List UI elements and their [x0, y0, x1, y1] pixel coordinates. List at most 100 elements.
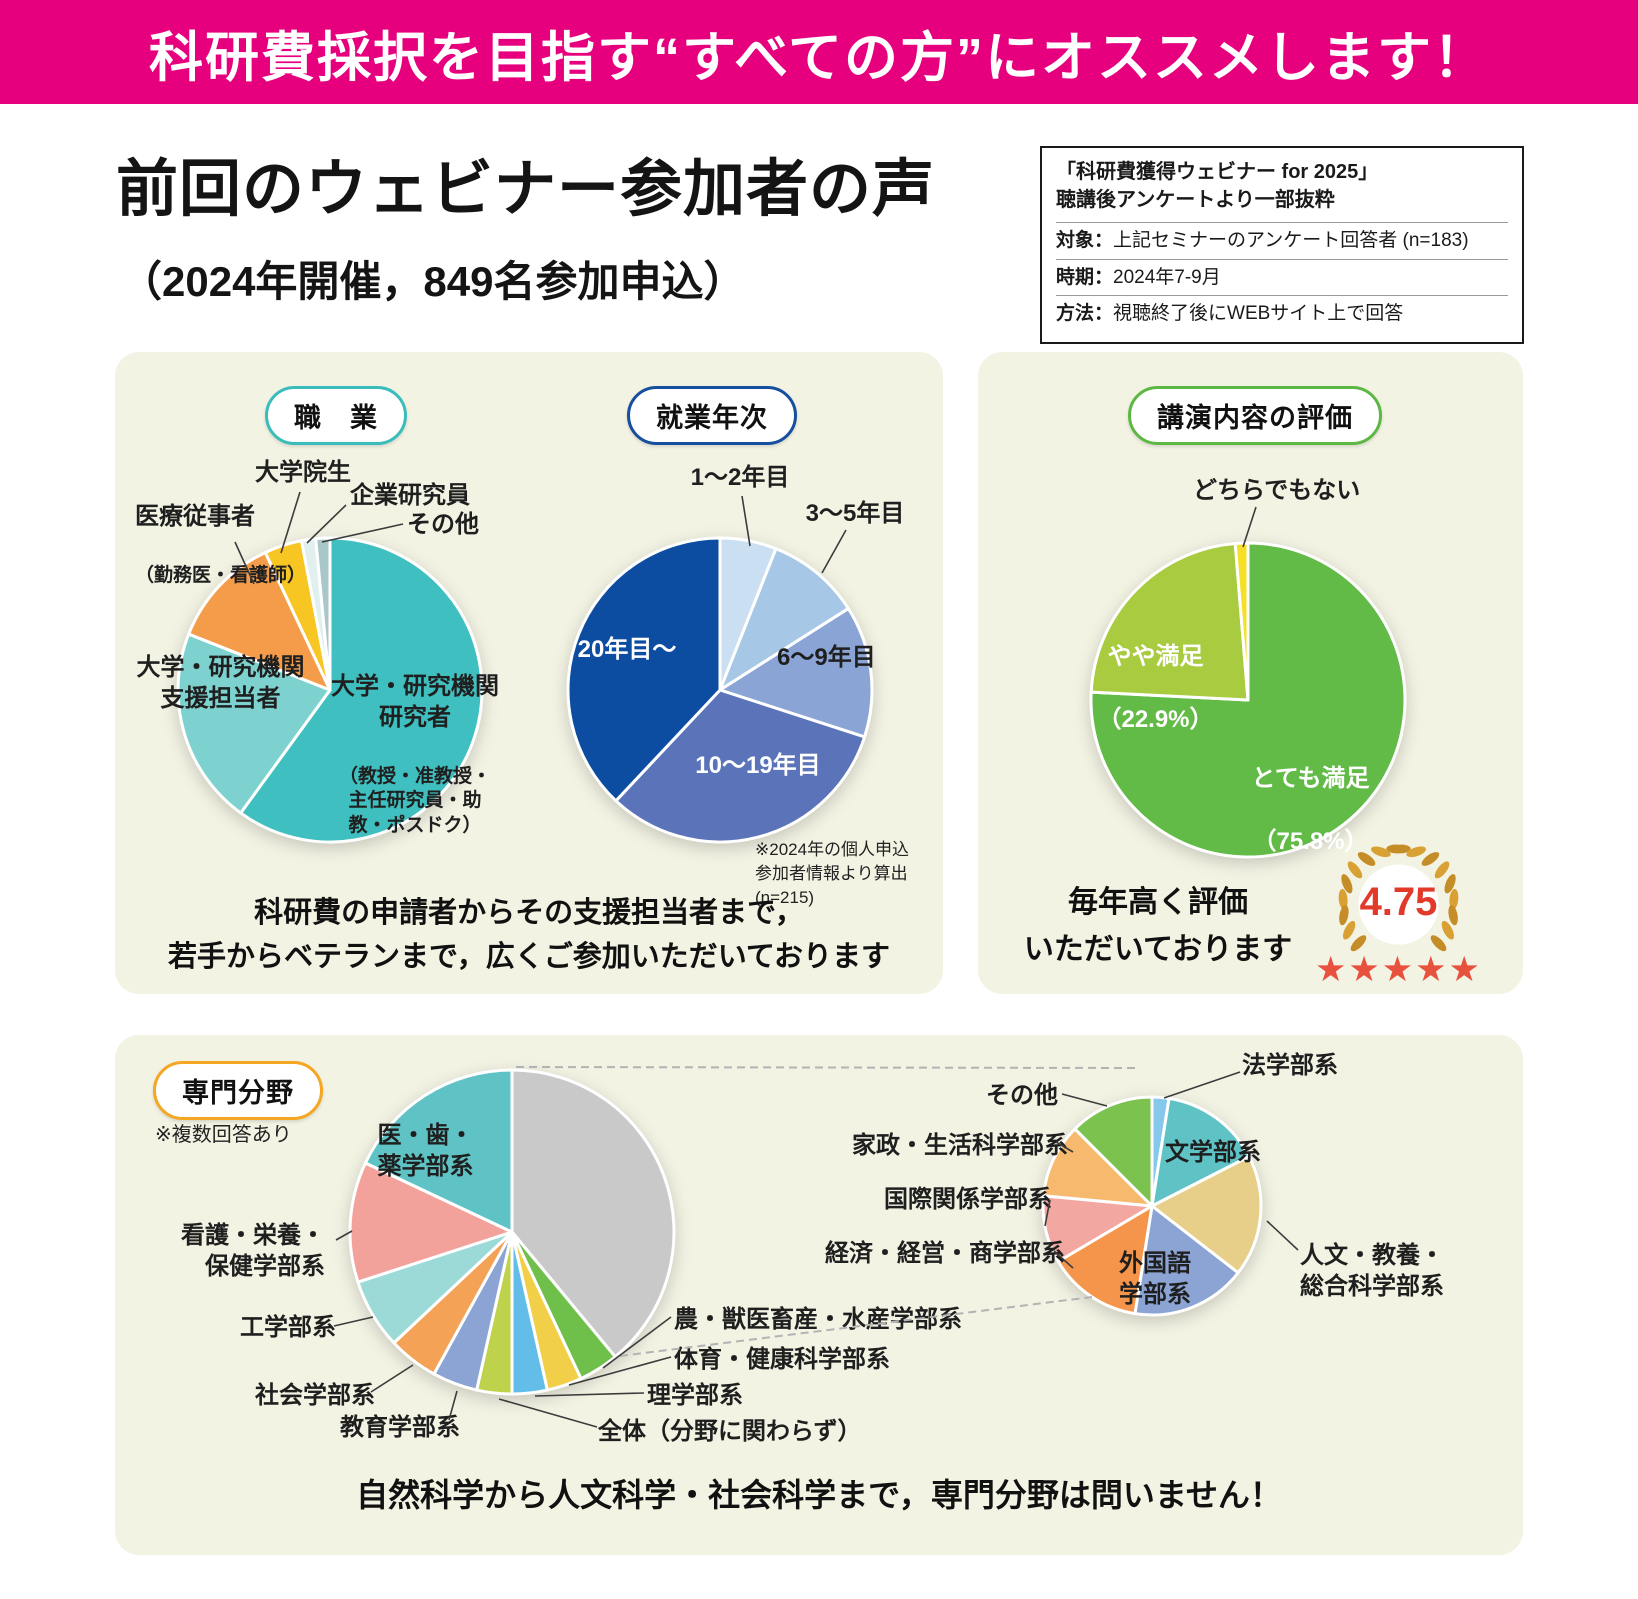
slice-label-nursing: 看護・栄養・保健学部系 [181, 1222, 325, 1281]
badge-occupation: 職 業 [265, 386, 407, 445]
slice-label-other-field: その他 [986, 1082, 1058, 1109]
survey-info-box: 「科研費獲得ウェビナー for 2025」 聴講後アンケートより一部抜粋 対象：… [1040, 146, 1524, 344]
specialty-detail-pie-chart [1040, 1094, 1264, 1318]
row-value: 視聴終了後にWEBサイト上で回答 [1113, 303, 1404, 325]
laurel-leaf [1406, 846, 1426, 858]
pie-slice [187, 550, 332, 692]
slice-label-main: 医療従事者 [135, 503, 255, 531]
slice-label-humanities: 人文・教養・総合科学部系 [1300, 1242, 1444, 1301]
pie-slice [176, 632, 332, 815]
laurel-leaf [1343, 920, 1356, 940]
badge-years: 就業年次 [627, 386, 797, 445]
slice-label-sports-health: 体育・健康科学部系 [674, 1346, 890, 1373]
slice-label-main: 大学・研究機関研究者 [331, 673, 499, 732]
rating-score: 4.75 [1359, 880, 1438, 924]
slice-label-international: 国際関係学部系 [884, 1186, 1052, 1213]
laurel-leaf [1357, 852, 1376, 866]
top-banner: 科研費採択を目指す“すべての方”にオススメします！ [0, 0, 1638, 104]
slice-label-researcher: 大学・研究機関研究者 （教授・准教授・主任研究員・助教・ポスドク） [330, 640, 500, 870]
slice-label-pct: （75.8%） [1252, 827, 1369, 855]
laurel-leaf [1350, 935, 1367, 952]
slice-label-sociology: 社会学部系 [255, 1382, 375, 1409]
slice-label-literature: 文学部系 [1165, 1139, 1261, 1166]
slice-label-sub: （教授・准教授・主任研究員・助教・ポスドク） [338, 765, 491, 837]
slice-label-home-economics: 家政・生活科学部系 [852, 1132, 1068, 1159]
laurel-leaf [1339, 905, 1349, 926]
laurel-leaf [1430, 935, 1447, 952]
slice-label-years-3-5: 3〜5年目 [805, 500, 905, 527]
pie-slice [1150, 1155, 1263, 1275]
slice-label-years-20plus: 20年目〜 [577, 636, 677, 663]
laurel-leaf [1448, 905, 1458, 926]
pie-slice [1150, 1096, 1251, 1208]
slice-label-neutral: どちらでもない [1193, 477, 1361, 504]
slice-label-medical-worker: 医療従事者 （勤務医・看護師） [135, 470, 306, 619]
panel-specialty: 専門分野 ※複数回答あり 医・歯・薬学部系 看護・栄養・保健学部系 工学部系 社… [115, 1035, 1523, 1555]
slice-label-law: 法学部系 [1242, 1052, 1338, 1079]
pie-slice [1089, 541, 1407, 859]
slice-label-corporate-researcher: 企業研究員 [350, 482, 470, 509]
slice-label-foreign-language: 外国語学部系 [1119, 1250, 1191, 1309]
row-value: 上記セミナーのアンケート回答者 (n=183) [1113, 230, 1469, 251]
slice-label-main: とても満足 [1251, 765, 1370, 793]
laurel-wreath-badge: 4.75 [1296, 844, 1501, 974]
slice-label-sub: （勤務医・看護師） [135, 564, 307, 586]
pie-slice [1089, 542, 1250, 702]
laurel-leaf [1338, 889, 1348, 910]
banner-text: 科研費採択を目指す“すべての方”にオススメします！ [148, 27, 1490, 88]
slice-label-very-satisfied: とても満足 （75.8%） [1228, 732, 1393, 888]
pie-slice [1133, 1204, 1240, 1317]
slice-label-main: やや満足 [1107, 643, 1204, 671]
pie-slice [1073, 1095, 1154, 1208]
page-subtitle: （2024年開催，849名参加申込） [120, 258, 746, 305]
row-label: 方法： [1056, 303, 1114, 325]
row-label: 対象： [1056, 230, 1114, 251]
slice-label-years-10-19: 10〜19年目 [695, 752, 821, 779]
specialty-caption: 自然科学から人文科学・社会科学まで，専門分野は問いません！ [356, 1477, 1282, 1513]
badge-specialty: 専門分野 [153, 1061, 323, 1120]
slice-label-agriculture: 農・獣医畜産・水産学部系 [674, 1306, 962, 1333]
slice-label-support-staff: 大学・研究機関支援担当者 [136, 654, 305, 713]
pie-slice [718, 607, 874, 739]
panel-rating: 講演内容の評価 どちらでもない やや満足 （22.9%） とても満足 （75.8… [978, 352, 1523, 994]
years-data-note: ※2024年の個人申込 参加者情報より算出 (n=215) [755, 840, 910, 907]
slice-label-all-fields: 全体（分野に関わらず） [598, 1418, 862, 1445]
laurel-leaf [1421, 852, 1440, 866]
row-value: 2024年7-9月 [1113, 266, 1221, 288]
survey-info-title: 「科研費獲得ウェビナー for 2025」 聴講後アンケートより一部抜粋 [1056, 158, 1508, 214]
rating-pie-chart [1088, 540, 1408, 860]
slice-label-years-1-2: 1〜2年目 [690, 464, 790, 491]
slice-label-years-6-9: 6〜9年目 [777, 644, 876, 671]
page-title: 前回のウェビナー参加者の声 [116, 155, 936, 224]
laurel-leaf [1341, 874, 1353, 894]
specialty-note: ※複数回答あり [155, 1124, 292, 1146]
survey-info-rows: 対象： 上記セミナーのアンケート回答者 (n=183) 時期： 2024年7-9… [1056, 222, 1508, 332]
slice-label-science: 理学部系 [647, 1382, 743, 1409]
survey-info-row-target: 対象： 上記セミナーのアンケート回答者 (n=183) [1056, 222, 1508, 259]
rating-stars: ★★★★★ [1315, 950, 1482, 989]
panel-participants: 職 業 就業年次 大学院生 企業研究員 その他 医療従事者 （勤務医・看護師） … [115, 352, 943, 994]
row-label: 時期： [1056, 266, 1114, 288]
laurel-leaf [1371, 846, 1391, 858]
laurel-leaf [1441, 920, 1454, 940]
pie-slice [566, 536, 722, 803]
slice-label-pct: （22.9%） [1097, 705, 1214, 733]
rating-caption: 毎年高く評価 いただいております [1023, 886, 1293, 966]
specialty-pie-chart [347, 1067, 677, 1397]
laurel-wreath [1338, 844, 1459, 952]
survey-info-title-line1: 「科研費獲得ウェビナー for 2025」 [1056, 161, 1379, 183]
laurel-leaf [1347, 861, 1363, 879]
slice-label-economics: 経済・経営・商学部系 [825, 1240, 1065, 1267]
survey-info-title-line2: 聴講後アンケートより一部抜粋 [1056, 189, 1335, 211]
pie-slice [363, 1068, 514, 1234]
score-circle [1358, 864, 1439, 945]
pie-slice [614, 688, 867, 844]
slice-label-engineering: 工学部系 [240, 1314, 336, 1341]
slice-label-grad-student: 大学院生 [255, 459, 351, 486]
badge-rating: 講演内容の評価 [1128, 386, 1382, 445]
participants-caption: 科研費の申請者からその支援担当者まで， 若手からベテランまで，広くご参加いただい… [167, 897, 891, 973]
slice-label-education: 教育学部系 [340, 1414, 460, 1441]
laurel-leaf [1449, 889, 1459, 910]
slice-label-other-occupation: その他 [407, 511, 479, 538]
years-pie-chart [565, 535, 875, 845]
